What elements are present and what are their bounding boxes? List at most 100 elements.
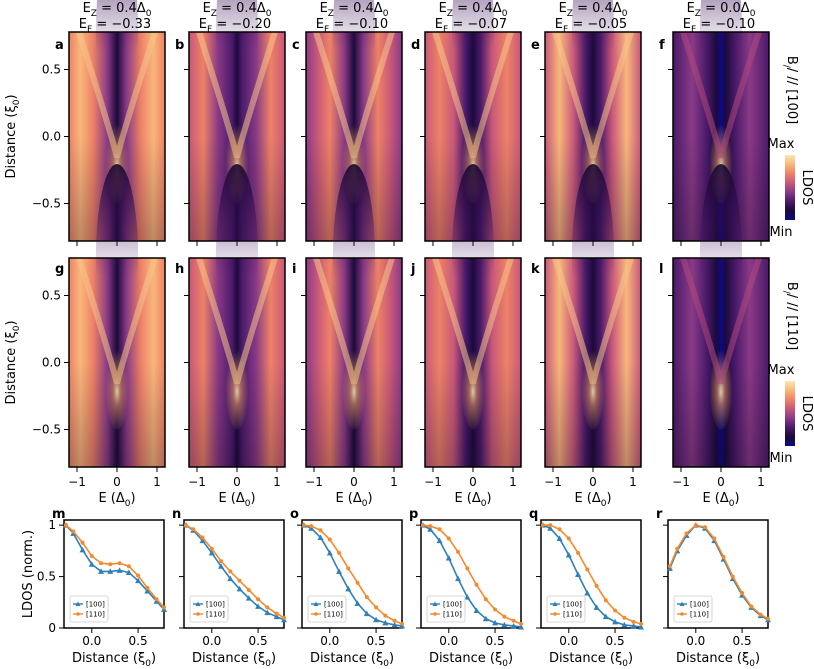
point-r-110 — [730, 574, 735, 579]
legend-label-p: [100] — [443, 601, 462, 609]
point-o-100 — [354, 600, 361, 606]
point-n-110 — [183, 523, 188, 528]
legend-label-q: [110] — [563, 611, 582, 619]
legend-box-r — [673, 595, 713, 623]
field-label-row-1: B// // [110] — [781, 282, 799, 350]
point-o-110 — [318, 528, 323, 533]
point-n-100 — [227, 575, 234, 582]
point-n-110 — [200, 535, 205, 540]
point-q-110 — [613, 608, 618, 613]
point-o-110 — [355, 580, 360, 585]
point-r-110 — [693, 523, 698, 528]
point-m-100 — [79, 546, 86, 553]
point-m-100 — [88, 561, 95, 567]
line-panel-q: 0.0 0.5 Distance (ξ0) q [100] [110] — [529, 507, 644, 669]
point-p-100 — [445, 555, 452, 561]
point-n-110 — [237, 578, 242, 583]
point-o-110 — [346, 566, 351, 571]
point-q-110 — [566, 536, 571, 541]
panel-label-f: f — [659, 38, 665, 53]
point-o-110 — [392, 618, 397, 623]
shade-h — [189, 258, 285, 467]
x-tick-label-g: 1 — [153, 475, 161, 489]
y-axis-label-lines: LDOS (norm.) — [21, 530, 36, 618]
point-p-110 — [428, 524, 433, 529]
line-panel-m: 0.0 0.5 1 0.5 0 Distance (ξ0) m [100] [110] — [37, 507, 167, 669]
point-o-100 — [391, 621, 398, 628]
y-tick-label-m: 0 — [48, 621, 56, 635]
x-tick-label-k: −1 — [544, 475, 562, 489]
figure-text: Distance (ξ0) B// // [100] Max Min LDOS Dista… — [4, 56, 814, 618]
point-n-100 — [245, 595, 252, 601]
legend-label-o: [100] — [324, 601, 343, 609]
point-n-110 — [282, 615, 286, 620]
colorbar-max-label-1: Max — [768, 363, 795, 378]
panel-title-ef-e: EF = −0.05 — [555, 17, 627, 35]
y-axis-label-row-0: Distance (ξ0) — [4, 94, 22, 178]
legend-marker-m — [76, 612, 80, 616]
panel-title-ef-c: EF = −0.10 — [316, 17, 388, 35]
point-p-100 — [518, 623, 524, 630]
point-o-100 — [382, 619, 389, 626]
x-tick-label-m: 0.5 — [129, 634, 148, 648]
point-r-110 — [667, 564, 672, 569]
x-axis-label-m: Distance (ξ0) — [72, 651, 156, 669]
x-tick-label-p: 0.0 — [439, 634, 458, 648]
x-axis-label-h: E (Δ0) — [218, 491, 255, 509]
point-n-100 — [208, 549, 215, 556]
point-n-110 — [228, 569, 233, 574]
x-axis-label-i: E (Δ0) — [335, 491, 372, 509]
series-line-m-110 — [65, 524, 165, 608]
panel-label-n: n — [172, 507, 181, 522]
point-p-110 — [519, 621, 523, 626]
point-o-110 — [309, 524, 314, 529]
panel-label-l: l — [659, 262, 663, 277]
colorbar-min-label-1: Min — [769, 451, 792, 466]
legend-marker-r — [679, 601, 685, 606]
y-tick-label-a: 0.5 — [42, 63, 61, 77]
point-n-110 — [256, 597, 261, 602]
x-tick-label-q: 0.0 — [559, 634, 578, 648]
panel-label-p: p — [409, 507, 418, 522]
field-label-row-0: B// // [100] — [781, 56, 799, 124]
legend-label-r: [100] — [690, 601, 709, 609]
x-tick-label-o: 0.5 — [367, 634, 386, 648]
legend-marker-m — [75, 601, 81, 606]
legend-label-q: [100] — [563, 601, 582, 609]
line-panel-o: 0.0 0.5 Distance (ξ0) o [100] [110] — [290, 507, 405, 669]
panel-title-ef-b: EF = −0.20 — [199, 17, 271, 35]
panel-label-i: i — [292, 262, 296, 277]
point-q-100 — [621, 621, 628, 628]
x-tick-label-i: 1 — [390, 475, 398, 489]
point-r-110 — [703, 525, 708, 530]
point-m-110 — [162, 605, 166, 610]
point-n-100 — [218, 563, 225, 569]
x-tick-label-h: 0 — [233, 475, 241, 489]
legend-marker-n — [196, 612, 200, 616]
y-tick-label-a: −0.5 — [32, 196, 61, 210]
legend-marker-p — [432, 601, 438, 606]
point-r-110 — [712, 536, 717, 541]
point-m-100 — [144, 587, 151, 594]
point-n-110 — [219, 559, 224, 564]
point-o-110 — [327, 537, 332, 542]
point-p-110 — [420, 523, 425, 528]
y-tick-label-m: 0.5 — [37, 570, 56, 584]
point-q-110 — [594, 583, 599, 588]
panel-label-r: r — [656, 507, 663, 522]
point-m-110 — [136, 573, 141, 578]
legend-label-n: [110] — [206, 611, 225, 619]
y-tick-label-a: 0.0 — [42, 130, 61, 144]
point-q-100 — [584, 590, 591, 596]
x-tick-label-j: 0 — [469, 475, 477, 489]
point-n-100 — [273, 613, 280, 620]
point-o-100 — [317, 534, 324, 540]
series-line-r-110 — [669, 524, 769, 620]
point-r-110 — [758, 612, 763, 617]
x-axis-label-o: Distance (ξ0) — [310, 651, 394, 669]
legend-marker-q — [553, 612, 557, 616]
x-tick-label-j: −1 — [424, 475, 442, 489]
